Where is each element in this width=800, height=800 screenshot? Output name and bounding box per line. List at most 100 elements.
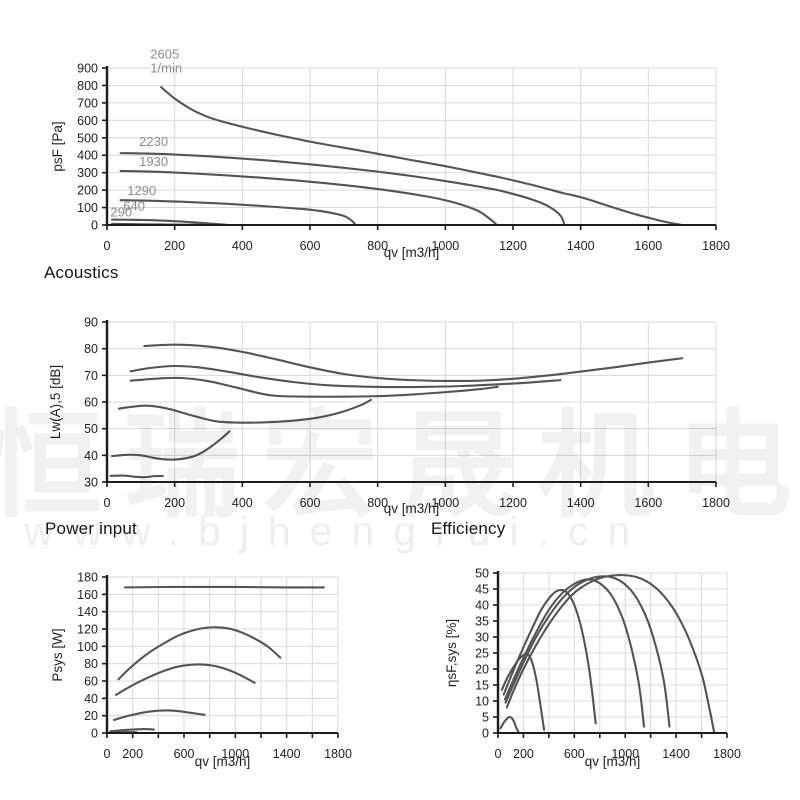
curve-290 (109, 474, 164, 479)
curve-1290 (113, 709, 206, 722)
efficiency-chart: 0 200 600 1000 1400 1800 0 5 10 15 20 25 30 35 40 45 50 q… (444, 567, 741, 770)
svg-text:80: 80 (84, 342, 98, 356)
power-chart: 0 200 600 1000 1400 1800 0 20 40 60 80 100 120 140 160… (50, 571, 352, 770)
curve-1930 (129, 376, 499, 398)
gridlines (107, 576, 339, 733)
gridlines (107, 321, 717, 482)
curves (499, 574, 716, 735)
svg-text:1800: 1800 (713, 747, 741, 761)
svg-text:1400: 1400 (662, 747, 690, 761)
y-axis-title: Lw(A),5 [dB] (48, 365, 63, 439)
svg-text:0: 0 (482, 727, 489, 741)
tick-labels: 0 200 600 1000 1400 1800 0 20 40 60 80 100 120 140 160… (77, 571, 352, 762)
svg-text:70: 70 (84, 369, 98, 383)
svg-text:25: 25 (475, 647, 489, 661)
x-axis-title: qv [m3/h] (384, 245, 440, 260)
curve-1930 (119, 169, 498, 227)
svg-text:100: 100 (77, 640, 98, 654)
curve-2605 (143, 343, 684, 383)
svg-text:1930: 1930 (139, 154, 168, 169)
svg-text:1200: 1200 (499, 496, 527, 510)
svg-text:1800: 1800 (702, 496, 730, 510)
svg-text:5: 5 (482, 711, 489, 725)
curve-2230 (129, 364, 562, 389)
y-axis-title: ηsF,sys [%] (444, 619, 459, 687)
svg-text:1600: 1600 (634, 239, 662, 253)
svg-text:1000: 1000 (431, 239, 459, 253)
axes (102, 66, 717, 230)
curve-640 (109, 728, 155, 733)
pressure-chart: 0 200 400 600 800 1000 1200 1400 1600 1800 0 100 200… (50, 46, 730, 260)
svg-text:500: 500 (77, 131, 98, 145)
svg-text:20: 20 (475, 663, 489, 677)
svg-text:15: 15 (475, 679, 489, 693)
curve-2230 (504, 575, 671, 728)
curve-640 (500, 652, 546, 731)
svg-text:160: 160 (77, 588, 98, 602)
svg-text:1/min: 1/min (150, 60, 182, 75)
section-title-power-input: Power input (45, 519, 137, 538)
svg-text:2605: 2605 (150, 46, 179, 61)
svg-text:45: 45 (475, 583, 489, 597)
svg-text:40: 40 (84, 692, 98, 706)
svg-text:0: 0 (91, 219, 98, 233)
svg-text:1200: 1200 (499, 239, 527, 253)
y-axis-title: Psys [W] (50, 628, 65, 681)
svg-text:400: 400 (232, 239, 253, 253)
svg-text:640: 640 (123, 199, 145, 214)
svg-text:1000: 1000 (221, 747, 249, 761)
curve-1930 (503, 578, 646, 728)
curve-2230 (119, 152, 566, 227)
svg-text:180: 180 (77, 571, 98, 585)
svg-text:0: 0 (91, 727, 98, 741)
curve-290 (499, 715, 520, 734)
section-title-efficiency: Efficiency (431, 519, 506, 538)
axes (102, 575, 339, 738)
svg-text:600: 600 (77, 114, 98, 128)
svg-text:35: 35 (475, 615, 489, 629)
y-axis-title: psF [Pa] (50, 121, 65, 171)
svg-text:600: 600 (300, 239, 321, 253)
gridlines (498, 572, 728, 733)
curves (111, 86, 684, 227)
svg-text:600: 600 (174, 747, 195, 761)
svg-text:10: 10 (475, 695, 489, 709)
svg-text:50: 50 (475, 567, 489, 581)
svg-text:20: 20 (84, 709, 98, 723)
svg-text:400: 400 (77, 149, 98, 163)
curve-2605 (505, 574, 716, 735)
svg-text:100: 100 (77, 201, 98, 215)
svg-text:900: 900 (77, 62, 98, 76)
svg-text:0: 0 (495, 747, 502, 761)
svg-text:1000: 1000 (431, 496, 459, 510)
axes (493, 571, 728, 738)
svg-text:600: 600 (300, 496, 321, 510)
tick-labels: 0 200 600 1000 1400 1800 0 5 10 15 20 25 30 35 40 45 50 (475, 567, 741, 762)
svg-text:40: 40 (84, 449, 98, 463)
svg-text:30: 30 (475, 631, 489, 645)
svg-text:2230: 2230 (139, 134, 168, 149)
svg-text:40: 40 (475, 599, 489, 613)
svg-text:200: 200 (513, 747, 534, 761)
svg-text:200: 200 (77, 184, 98, 198)
svg-text:400: 400 (232, 496, 253, 510)
curve-2230 (117, 626, 282, 681)
acoustics-chart: 0 200 400 600 800 1000 1200 1400 1600 1800 30 40 50 6… (48, 316, 730, 517)
svg-text:800: 800 (367, 496, 388, 510)
curve-1290 (502, 588, 597, 725)
x-axis-title: qv [m3/h] (195, 754, 251, 769)
svg-text:1800: 1800 (324, 747, 352, 761)
svg-text:1290: 1290 (127, 183, 156, 198)
svg-text:0: 0 (104, 747, 111, 761)
axes (102, 320, 717, 487)
svg-text:90: 90 (84, 316, 98, 330)
curves (109, 343, 684, 479)
svg-text:1400: 1400 (273, 747, 301, 761)
gridlines (107, 67, 717, 225)
svg-text:200: 200 (164, 496, 185, 510)
svg-text:30: 30 (84, 476, 98, 490)
section-title-acoustics: Acoustics (44, 263, 119, 282)
